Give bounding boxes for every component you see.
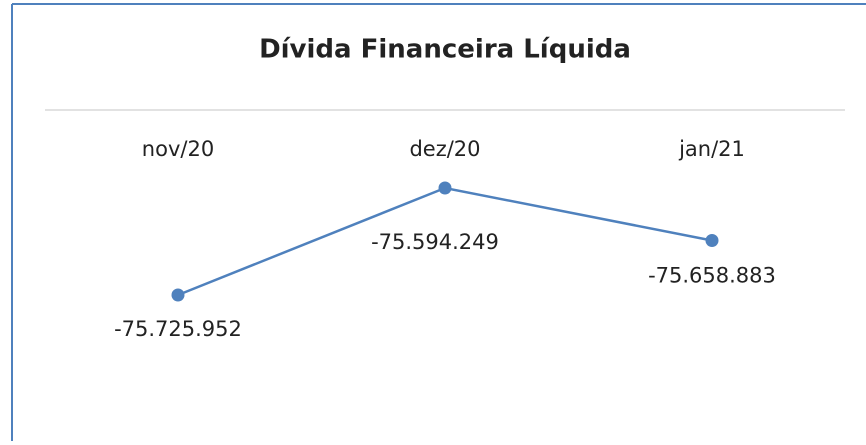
- point: [705, 234, 719, 248]
- category-label: dez/20: [409, 137, 480, 161]
- chart-title: Dívida Financeira Líquida: [259, 35, 631, 65]
- category-label: nov/20: [142, 137, 214, 161]
- data-label: -75.658.883: [648, 264, 776, 288]
- category-label: jan/21: [678, 137, 745, 161]
- point: [171, 288, 185, 302]
- data-label: -75.594.249: [371, 230, 499, 254]
- data-label: -75.725.952: [114, 317, 242, 341]
- point: [438, 181, 452, 195]
